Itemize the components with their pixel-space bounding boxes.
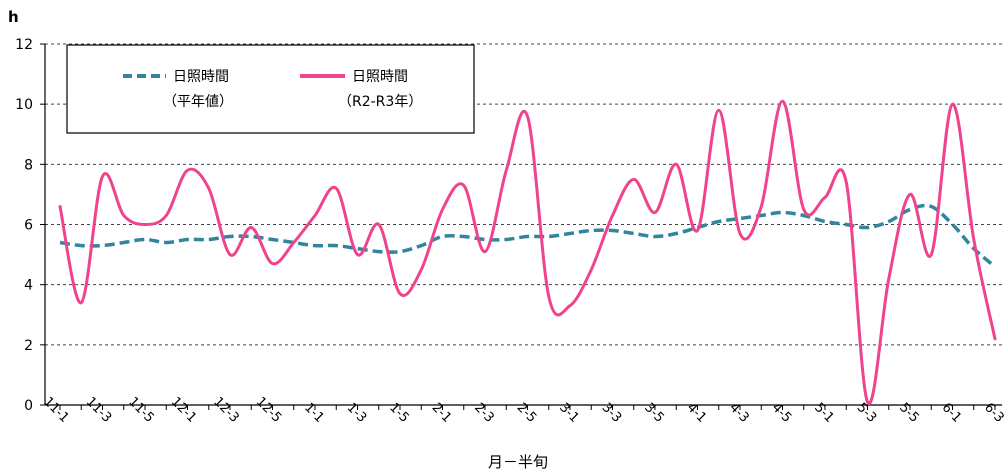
- x-tick-label: 1-5: [386, 400, 412, 426]
- x-tick-label: 4-1: [684, 400, 710, 426]
- series-line-actual: [58, 99, 997, 406]
- x-tick-label: 12-3: [210, 394, 241, 425]
- x-tick-label: 1-1: [301, 400, 327, 426]
- legend-box: [66, 44, 475, 134]
- y-tick-label-12: 12: [15, 37, 33, 53]
- y-tick-label-10: 10: [15, 97, 33, 113]
- axes: [44, 44, 1002, 406]
- point-normal-2-1: [441, 235, 445, 239]
- x-tick-label: 11-5: [125, 394, 156, 425]
- point-normal-12-4: [249, 235, 253, 239]
- point-normal-11-3: [101, 244, 105, 248]
- series-line-normal: [59, 203, 997, 268]
- point-normal-6-3: [993, 265, 997, 269]
- y-tick-label-0: 0: [24, 398, 33, 414]
- y-ticks: 0 2 4 6 8 10 12: [15, 37, 45, 414]
- x-tick-label: 3-3: [599, 400, 625, 426]
- x-tick-label: 11-3: [83, 394, 114, 425]
- y-tick-label-8: 8: [24, 157, 33, 173]
- x-tick-label: 4-5: [769, 400, 795, 426]
- x-axis-label: 月－半旬: [488, 453, 548, 471]
- y-tick-label-4: 4: [24, 278, 33, 294]
- x-tick-label: 2-3: [471, 400, 497, 426]
- x-tick-label: 2-1: [429, 400, 455, 426]
- x-tick-label: 5-3: [854, 400, 880, 426]
- x-tick-label: 3-1: [556, 400, 582, 426]
- legend-label-actual-line1: 日照時間: [352, 69, 408, 85]
- x-tick-label: 6-3: [981, 400, 1006, 426]
- x-tick-label: 11-1: [40, 394, 71, 425]
- point-normal-3-2: [589, 229, 593, 233]
- x-tick-label: 3-5: [641, 400, 667, 426]
- x-tick-label: 6-1: [939, 400, 965, 426]
- y-tick-label-6: 6: [24, 218, 33, 234]
- x-ticks: 11-1 11-3 11-5 12-1 12-3 12-5 1-1 1-3 1-5 2-1 2-3 2…: [40, 394, 1006, 425]
- x-tick-label: 2-5: [514, 400, 540, 426]
- point-normal-1-5: [398, 250, 402, 254]
- legend-label-normal-line2: （平年値）: [163, 94, 233, 110]
- x-tick-label: 12-5: [253, 394, 284, 425]
- x-tick-label: 5-1: [811, 400, 837, 426]
- x-tick-label: 12-1: [168, 394, 199, 425]
- y-tick-label-2: 2: [24, 338, 33, 354]
- x-tick-label: 5-5: [896, 400, 922, 426]
- point-normal-4-5: [781, 210, 785, 214]
- x-tick-label: 4-3: [726, 400, 752, 426]
- series-lines: [58, 99, 997, 406]
- x-tick-label: 1-3: [344, 400, 370, 426]
- legend-label-normal-line1: 日照時間: [173, 69, 229, 85]
- legend: 日照時間 （平年値） 日照時間 （R2-R3年）: [66, 44, 475, 134]
- legend-label-actual-line2: （R2-R3年）: [338, 94, 422, 110]
- y-axis-unit: h: [8, 8, 19, 26]
